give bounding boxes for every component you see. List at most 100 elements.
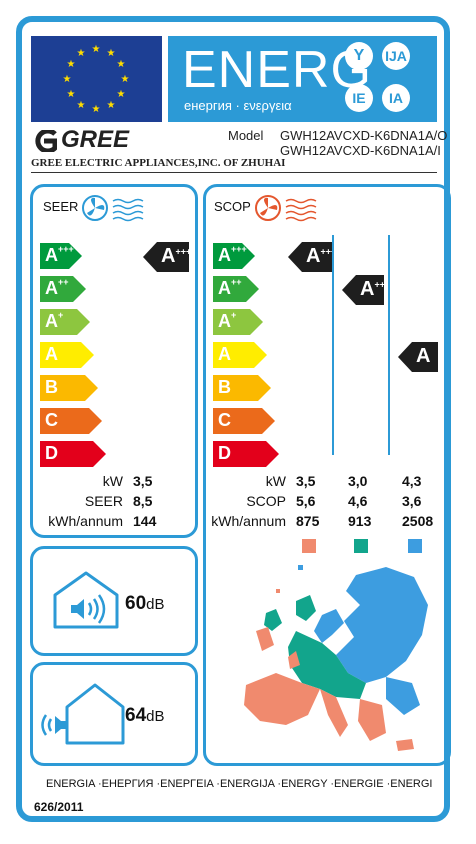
scop-badge-plus: ++ <box>374 279 385 290</box>
scop-class-badge: A <box>398 342 438 372</box>
outdoor-noise-value: 64dB <box>125 705 165 727</box>
energy-class-arrow: A+ <box>40 309 90 335</box>
energy-class-label: A+++ <box>45 244 74 265</box>
seer-class-badge: A+++ <box>143 242 189 272</box>
scop-scop-label: SCOP <box>246 493 286 509</box>
scop-kw-label: kW <box>265 473 286 489</box>
company-name: GREE ELECTRIC APPLIANCES,INC. OF ZHUHAI <box>31 157 286 169</box>
energy-class-arrow: D <box>40 441 106 467</box>
seer-seer-value: 8,5 <box>133 493 153 509</box>
energy-header: ENERG енергия · ενεργεια Y IJA IE IA <box>168 36 437 122</box>
energy-class-label: A++ <box>218 277 242 298</box>
climate-swatch-cold <box>408 539 422 553</box>
scop-title: SCOP <box>214 199 251 214</box>
model-line-2: GWH12AVCXD-K6DNA1A/I <box>280 143 441 158</box>
energy-class-label: A <box>45 344 58 364</box>
svg-text:★: ★ <box>77 48 86 59</box>
svg-text:★: ★ <box>107 48 116 59</box>
outdoor-noise-number: 64 <box>125 705 147 726</box>
energy-class-arrow: A+++ <box>40 243 82 269</box>
scop-value: 5,6 <box>296 493 316 509</box>
seer-badge-letter: A <box>161 245 176 267</box>
energy-class-arrow: C <box>213 408 275 434</box>
scop-annual-label: kWh/annum <box>211 513 286 529</box>
lang-circle: IJA <box>382 42 410 70</box>
energy-class-label: A+++ <box>218 244 247 265</box>
outdoor-noise-unit: dB <box>146 708 165 725</box>
indoor-noise-value: 60dB <box>125 593 165 615</box>
scop-value: 875 <box>296 513 320 529</box>
scop-badge-letter: A <box>306 245 321 267</box>
cooling-fan-icon <box>82 195 144 222</box>
climate-swatch-average <box>354 539 368 553</box>
eu-flag: ★ ★ ★ ★ ★ ★ ★ ★ ★ ★ ★ ★ <box>31 36 162 122</box>
lang-circle: Y <box>345 42 373 70</box>
model-line-1: GWH12AVCXD-K6DNA1A/O <box>280 128 448 143</box>
energ-title: ENERG <box>182 41 372 99</box>
scop-col-divider <box>388 235 390 455</box>
energy-class-label: A <box>218 344 231 364</box>
energy-class-arrow: A+++ <box>213 243 255 269</box>
scop-value: 3,0 <box>348 473 368 489</box>
seer-kw-value: 3,5 <box>133 473 153 489</box>
energy-class-arrow: C <box>40 408 102 434</box>
outdoor-noise-panel: 64dB <box>30 662 198 766</box>
svg-text:★: ★ <box>92 44 101 55</box>
energy-class-label: A+ <box>218 310 237 331</box>
energy-class-label: A++ <box>45 277 69 298</box>
gree-logo-icon <box>35 130 57 152</box>
languages-line: ENERGIA ·ЕНЕРГИЯ ·ΕΝΕΡΓΕΙΑ ·ENERGIJA ·EN… <box>46 778 433 790</box>
seer-annual-value: 144 <box>133 513 157 529</box>
indoor-unit-speaker-icon <box>53 571 119 629</box>
energy-class-arrow: A <box>213 342 267 368</box>
energy-class-arrow: B <box>213 375 271 401</box>
label-frame <box>16 16 450 822</box>
seer-badge-plus: +++ <box>175 246 192 257</box>
scop-value: 4,3 <box>402 473 422 489</box>
scop-value: 4,6 <box>348 493 368 509</box>
energy-class-label: B <box>45 377 58 397</box>
svg-text:★: ★ <box>67 89 76 100</box>
seer-kw-label: kW <box>102 473 123 489</box>
energy-class-arrow: A++ <box>40 276 86 302</box>
energy-class-label: C <box>218 410 231 430</box>
energy-class-arrow: B <box>40 375 98 401</box>
svg-text:★: ★ <box>67 59 76 70</box>
outdoor-unit-speaker-icon <box>41 683 125 745</box>
indoor-noise-panel: 60dB <box>30 546 198 656</box>
energy-class-label: A+ <box>45 310 64 331</box>
heating-fan-icon <box>255 195 317 222</box>
scop-value: 3,5 <box>296 473 316 489</box>
energy-class-arrow: A++ <box>213 276 259 302</box>
energy-class-arrow: D <box>213 441 279 467</box>
scop-badge-letter: A <box>360 278 375 300</box>
scop-badge-letter: A <box>416 345 431 367</box>
scop-col-divider <box>332 235 334 455</box>
scop-badge-plus: +++ <box>320 246 337 257</box>
regulation-number: 626/2011 <box>34 800 84 814</box>
indoor-noise-unit: dB <box>146 596 165 613</box>
svg-text:★: ★ <box>107 100 116 111</box>
indoor-noise-number: 60 <box>125 593 147 614</box>
scop-class-badge: A++ <box>342 275 384 305</box>
svg-text:★: ★ <box>121 74 130 85</box>
svg-text:★: ★ <box>117 59 126 70</box>
energ-subtitle: енергия · ενεργεια <box>184 98 292 113</box>
scop-panel: SCOP A+++ A++ A+ A B C D A+++ A++ A kW SCOP kW… <box>203 184 451 766</box>
energy-class-label: D <box>218 443 231 463</box>
climate-swatch-warm <box>302 539 316 553</box>
svg-text:★: ★ <box>77 100 86 111</box>
seer-seer-label: SEER <box>84 493 123 509</box>
gree-logo-text: GREE <box>61 126 130 153</box>
seer-title: SEER <box>43 199 79 214</box>
lang-circle: IE <box>345 84 373 112</box>
seer-annual-label: kWh/annum <box>48 513 123 529</box>
energy-class-label: B <box>218 377 231 397</box>
energy-class-label: D <box>45 443 58 463</box>
scop-value: 2508 <box>402 513 434 529</box>
energy-class-arrow: A+ <box>213 309 263 335</box>
scop-class-badge: A+++ <box>288 242 332 272</box>
brand-underline <box>31 172 437 173</box>
lang-circle: IA <box>382 84 410 112</box>
scop-value: 913 <box>348 513 372 529</box>
